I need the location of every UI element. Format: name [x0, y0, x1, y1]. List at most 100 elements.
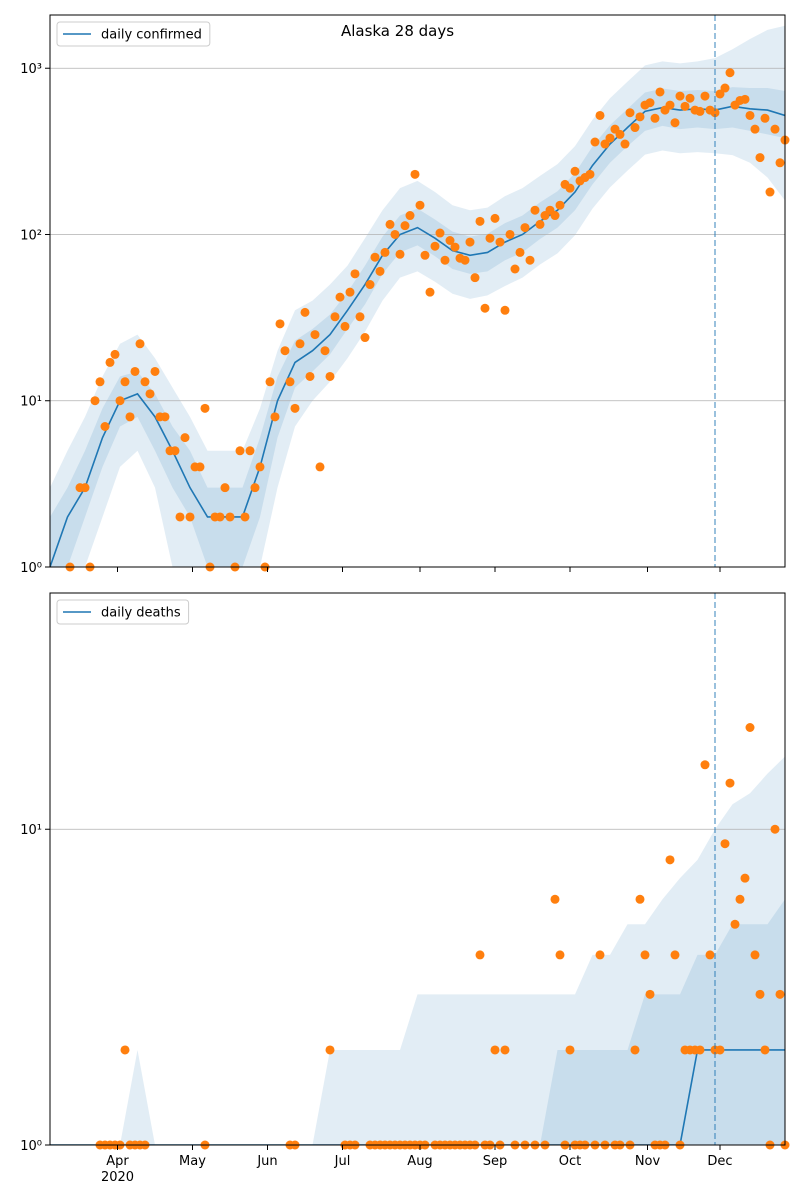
data-point	[595, 110, 605, 120]
data-point	[760, 1045, 770, 1055]
data-point	[395, 249, 405, 259]
data-point	[445, 236, 455, 246]
data-point	[140, 377, 150, 387]
data-point	[765, 187, 775, 197]
data-point	[340, 321, 350, 331]
data-point	[490, 1045, 500, 1055]
data-point	[730, 919, 740, 929]
x-tick-label: Jul	[334, 1154, 351, 1169]
data-point	[240, 512, 250, 522]
data-point	[150, 366, 160, 376]
data-point	[555, 200, 565, 210]
data-point	[235, 446, 245, 456]
legend-box	[56, 599, 190, 625]
data-point	[325, 1045, 335, 1055]
data-point	[520, 223, 530, 233]
data-point	[435, 228, 445, 238]
data-point	[100, 421, 110, 431]
data-point	[620, 139, 630, 149]
data-point	[495, 237, 505, 247]
data-point	[195, 462, 205, 472]
data-point	[330, 312, 340, 322]
data-point	[630, 123, 640, 133]
data-point	[565, 1045, 575, 1055]
data-point	[590, 137, 600, 147]
data-point	[755, 989, 765, 999]
data-point	[385, 219, 395, 229]
data-point	[680, 101, 690, 111]
x-tick-label: Oct	[559, 1154, 581, 1169]
y-tick-label: 10¹	[20, 823, 42, 838]
data-point	[380, 247, 390, 257]
data-point	[750, 124, 760, 134]
data-point	[500, 305, 510, 315]
data-point	[630, 1045, 640, 1055]
x-tick-label: May	[179, 1154, 206, 1169]
data-point	[275, 319, 285, 329]
data-point	[270, 412, 280, 422]
data-point	[685, 93, 695, 103]
data-point	[555, 950, 565, 960]
data-point	[390, 229, 400, 239]
data-point	[645, 989, 655, 999]
x-tick-label: Apr	[106, 1154, 129, 1169]
data-point	[415, 200, 425, 210]
data-point	[775, 158, 785, 168]
data-point	[465, 237, 475, 247]
data-point	[280, 346, 290, 356]
data-point	[625, 108, 635, 118]
data-point	[565, 183, 575, 193]
data-point	[600, 139, 610, 149]
data-point	[550, 894, 560, 904]
data-point	[170, 446, 180, 456]
y-tick-label: 10⁰	[20, 1139, 42, 1154]
axes-frame	[49, 592, 786, 1146]
data-point	[695, 106, 705, 116]
data-point	[250, 483, 260, 493]
data-point	[185, 512, 195, 522]
data-point	[720, 83, 730, 93]
data-point	[350, 269, 360, 279]
data-point	[220, 483, 230, 493]
data-point	[615, 129, 625, 139]
y-tick-label: 10²	[20, 228, 42, 243]
data-point	[110, 349, 120, 359]
data-point	[430, 241, 440, 251]
data-point	[770, 124, 780, 134]
data-point	[750, 950, 760, 960]
data-point	[715, 89, 725, 99]
x-tick-label: Jun	[256, 1154, 277, 1169]
data-point	[775, 989, 785, 999]
data-point	[485, 233, 495, 243]
data-point	[715, 1045, 725, 1055]
data-point	[95, 377, 105, 387]
data-point	[475, 950, 485, 960]
data-point	[425, 287, 435, 297]
x-tick-label: Nov	[635, 1154, 661, 1169]
data-point	[550, 211, 560, 221]
data-point	[360, 333, 370, 343]
data-point	[480, 303, 490, 313]
data-point	[595, 950, 605, 960]
chart-title: Alaska 28 days	[341, 22, 454, 40]
data-point	[345, 287, 355, 297]
data-point	[375, 266, 385, 276]
axes-frame	[49, 14, 786, 568]
plot-area	[50, 25, 785, 567]
data-point	[115, 396, 125, 406]
data-point	[650, 113, 660, 123]
data-point	[315, 462, 325, 472]
data-point	[300, 307, 310, 317]
data-point	[120, 1045, 130, 1055]
data-point	[665, 100, 675, 110]
data-point	[255, 462, 265, 472]
data-point	[80, 483, 90, 493]
data-point	[470, 273, 480, 283]
data-point	[370, 252, 380, 262]
data-point	[770, 824, 780, 834]
data-point	[305, 371, 315, 381]
data-point	[440, 255, 450, 265]
data-point	[500, 1045, 510, 1055]
data-point	[310, 330, 320, 340]
data-point	[120, 377, 130, 387]
